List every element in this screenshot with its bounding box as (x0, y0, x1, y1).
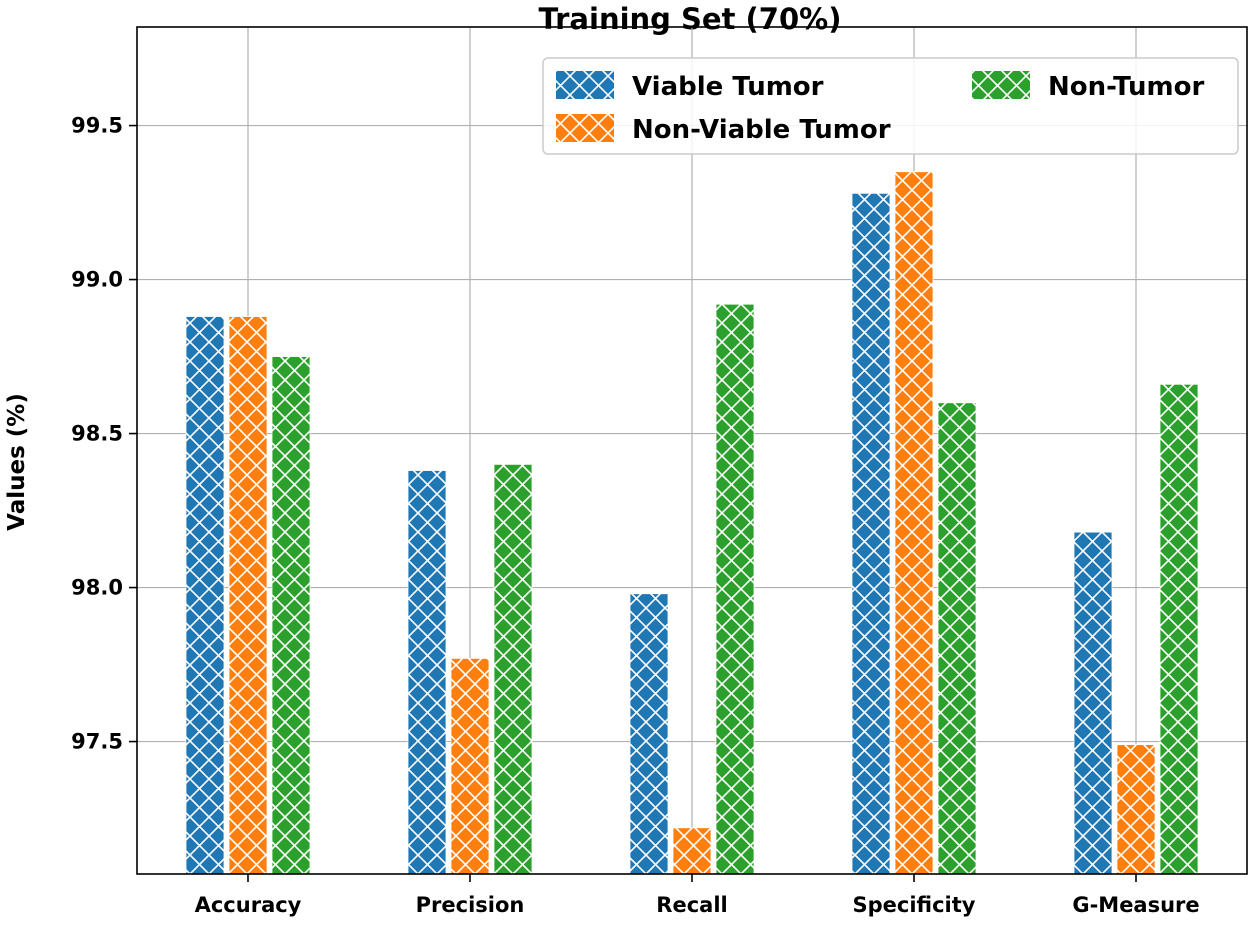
bar-viable-tumor-specificity (851, 192, 891, 875)
bar-non-viable-tumor-g-measure (1116, 744, 1156, 875)
bar-non-viable-tumor-recall (672, 827, 712, 875)
x-tick-label: Specificity (853, 893, 976, 917)
legend-label: Non-Tumor (1048, 72, 1204, 102)
legend-swatch (972, 71, 1030, 99)
y-tick-label: 98.0 (71, 576, 123, 600)
legend: Viable Tumor Non-Viable Tumor Non-Tumor (542, 57, 1239, 155)
y-tick-label: 98.5 (71, 422, 123, 446)
x-tick-label: G-Measure (1072, 893, 1199, 917)
legend-swatch (556, 114, 614, 142)
bar-non-viable-tumor-precision (450, 658, 490, 875)
bars (185, 171, 1199, 875)
chart-title: Training Set (70%) (539, 2, 842, 36)
bar-non-tumor-specificity (937, 402, 977, 875)
bar-viable-tumor-g-measure (1073, 531, 1113, 875)
x-tick-label: Accuracy (195, 893, 302, 917)
y-axis-label: Values (%) (4, 393, 30, 531)
y-tick-label: 97.5 (71, 730, 123, 754)
bar-non-viable-tumor-specificity (894, 171, 934, 875)
bar-non-tumor-g-measure (1159, 383, 1199, 875)
bar-viable-tumor-recall (629, 593, 669, 875)
x-tick-label: Precision (416, 893, 525, 917)
legend-label: Viable Tumor (632, 72, 824, 102)
bar-non-viable-tumor-accuracy (228, 316, 268, 875)
bar-viable-tumor-precision (407, 470, 447, 875)
legend-label: Non-Viable Tumor (632, 115, 891, 145)
bar-non-tumor-accuracy (271, 356, 311, 875)
bar-non-tumor-precision (493, 463, 533, 875)
bar-viable-tumor-accuracy (185, 316, 225, 875)
y-tick-label: 99.0 (71, 268, 123, 292)
y-tick-label: 99.5 (71, 114, 123, 138)
x-axis-ticks: Accuracy Precision Recall Specificity G-Meas… (195, 874, 1200, 917)
y-axis-ticks: 97.5 98.0 98.5 99.0 99.5 (71, 114, 137, 754)
x-tick-label: Recall (656, 893, 727, 917)
legend-swatch (556, 71, 614, 99)
legend-box (542, 57, 1239, 155)
bar-non-tumor-recall (715, 303, 755, 875)
